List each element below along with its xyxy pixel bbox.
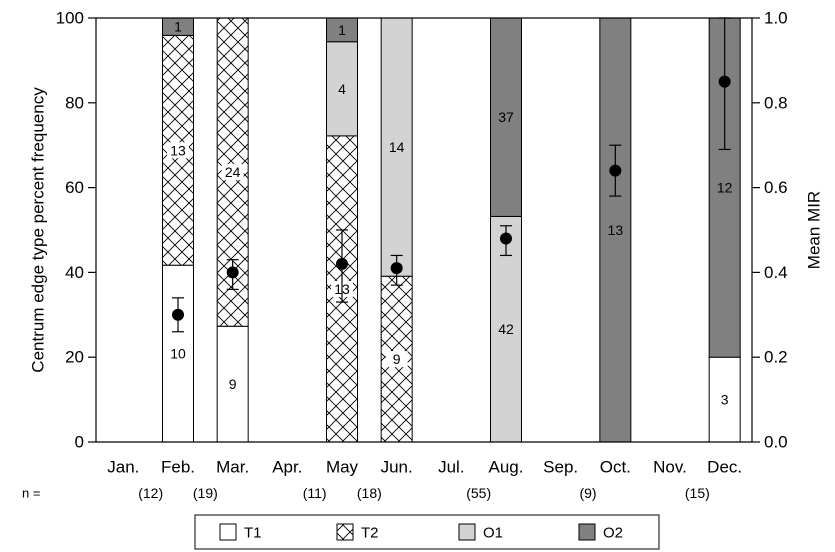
y-tick-label: 80: [65, 93, 84, 112]
y2-tick-label: 0.2: [764, 348, 788, 367]
bar-label-o2: 13: [608, 222, 624, 238]
bar-label-t2: 24: [225, 164, 241, 180]
bar-label-o2: 1: [338, 22, 346, 38]
bar-label-o2: 12: [717, 180, 733, 196]
x-tick-label: Jun.: [381, 458, 413, 477]
bar-label-bg: [221, 164, 244, 181]
n-value: (19): [193, 485, 218, 501]
bar-label-bg: [167, 142, 189, 159]
y-tick-label: 20: [65, 348, 84, 367]
bar-label-t1: 3: [721, 392, 729, 408]
mir-point: [336, 257, 348, 270]
x-tick-label: Jan.: [107, 458, 139, 477]
x-tick-label: May: [326, 458, 359, 477]
y2-tick-label: 0.6: [764, 178, 788, 197]
mir-point: [390, 262, 403, 275]
bar-t1-feb: [162, 264, 194, 443]
tick-labels-layer: 0 20 40 60 80 100 0.0 0.2 0.4 0.6 0.8 1.0 Centrum ed…: [22, 9, 824, 502]
y2-tick-label: 0.4: [764, 263, 788, 282]
n-value: (55): [466, 485, 491, 501]
bar-label-o1: 42: [498, 321, 514, 337]
y2-axis-label: Mean MIR: [805, 191, 824, 269]
bar-o1-may: [326, 41, 358, 137]
bar-label-o2: 37: [498, 109, 514, 125]
bar-o2-aug: [490, 17, 522, 217]
x-tick-label: Feb.: [161, 458, 195, 477]
n-value: (18): [357, 485, 382, 501]
y2-tick-label: 0.0: [764, 433, 788, 452]
y2-tick-label: 0.8: [764, 93, 788, 112]
mir-point: [226, 266, 239, 279]
bar-o2-oct: [599, 17, 632, 443]
legend-label-o1: O1: [483, 525, 503, 542]
x-tick-label: Mar.: [216, 458, 249, 477]
bar-label-t2: 9: [393, 351, 401, 367]
y-tick-label: 100: [56, 9, 84, 28]
x-tick-label: Sep.: [543, 458, 578, 477]
y-tick-label: 60: [65, 178, 84, 197]
axes-layer: [88, 17, 760, 443]
bar-label-bg: [385, 351, 408, 368]
bars-layer: [162, 17, 741, 443]
mir-layer: [172, 17, 731, 333]
y2-tick-label: 1.0: [764, 9, 788, 28]
legend-label-t1: T1: [244, 525, 262, 542]
legend-swatch-o2: [578, 523, 596, 541]
legend-swatch-o1: [458, 523, 476, 541]
bar-label-o1: 4: [338, 81, 346, 97]
legend-swatch-t2: [336, 523, 354, 541]
n-label: n =: [22, 486, 40, 501]
bar-t1-mar: [216, 325, 249, 443]
bar-o1-jun: [380, 17, 413, 277]
n-value: (15): [685, 485, 710, 501]
y-tick-label: 0: [75, 433, 84, 452]
mir-point: [172, 308, 184, 321]
y-axis-label: Centrum edge type percent frequency: [29, 87, 48, 373]
bar-label-o2: 1: [174, 19, 182, 35]
legend: T1 T2 O1 O2: [194, 514, 660, 550]
x-tick-label: Nov.: [653, 458, 687, 477]
n-value: (9): [579, 485, 596, 501]
mir-point: [609, 164, 622, 177]
bar-label-o1: 14: [389, 139, 405, 155]
bar-label-t1: 9: [229, 376, 237, 392]
legend-swatch-t1: [219, 523, 237, 541]
bar-label-t2: 13: [170, 142, 186, 158]
n-value: (12): [138, 485, 163, 501]
bar-label-t1: 10: [170, 346, 186, 362]
x-tick-label: Oct.: [600, 458, 631, 477]
x-tick-label: Aug.: [489, 458, 524, 477]
mir-point: [500, 232, 512, 245]
x-tick-label: Jul.: [438, 458, 464, 477]
legend-label-t2: T2: [361, 525, 379, 542]
n-value: (11): [303, 485, 327, 501]
legend-label-o2: O2: [603, 525, 623, 542]
x-tick-label: Dec.: [707, 458, 742, 477]
x-tick-label: Apr.: [272, 458, 302, 477]
mir-point: [718, 75, 731, 88]
y-tick-label: 40: [65, 263, 84, 282]
